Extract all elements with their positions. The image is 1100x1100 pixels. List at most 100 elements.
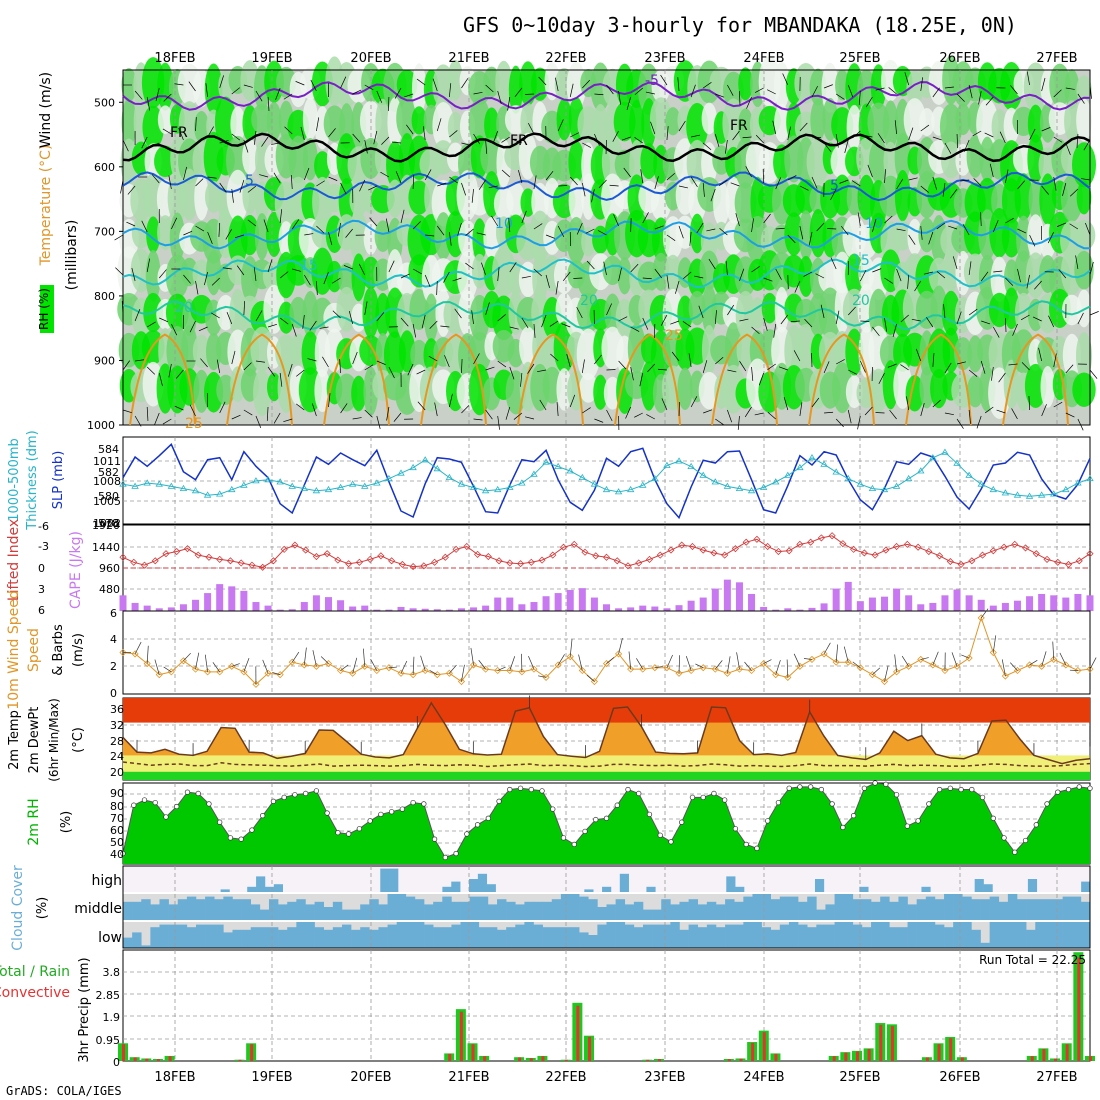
- wind-barb: [135, 359, 145, 362]
- thickness-marker: [772, 478, 780, 485]
- wind-barb: [436, 280, 438, 295]
- wind-barb: [727, 304, 735, 316]
- wind-barb: [1021, 362, 1030, 371]
- wind-barb: [412, 323, 417, 338]
- isotherm-25-contour: [808, 333, 875, 426]
- wind-barb: [473, 353, 480, 365]
- wind-barb: [376, 312, 385, 322]
- wind-barb: [943, 304, 946, 319]
- wind-barb: [715, 418, 724, 425]
- lifted-index-marker: [914, 543, 922, 551]
- wind-barb: [168, 175, 172, 190]
- wind-barb: [316, 117, 320, 132]
- cloud-cover-bar: [205, 896, 215, 920]
- surface-wind-barb: [618, 638, 623, 654]
- rh-contour-patch: [773, 61, 790, 110]
- wind-speed-marker: [312, 662, 320, 670]
- thickness-marker: [687, 462, 695, 469]
- wind-speed-marker: [155, 671, 163, 679]
- wind-barb: [302, 314, 305, 329]
- cape-bar: [542, 596, 550, 611]
- wind-barb: [310, 79, 317, 92]
- rh2m-marker: [217, 819, 223, 825]
- wind-barb: [428, 355, 438, 362]
- wind-barb: [824, 411, 834, 414]
- thickness-marker: [953, 459, 961, 466]
- rh-contour-patch: [966, 134, 984, 178]
- rh-contour-patch: [1024, 363, 1047, 409]
- rh-contour-patch: [519, 326, 537, 367]
- rh-contour-patch: [1060, 174, 1083, 222]
- cloud-cover-bar: [314, 927, 324, 948]
- wind-barb: [204, 271, 208, 286]
- rh-contour-patch: [698, 371, 720, 410]
- precip-tick-label: 1.9: [103, 1011, 121, 1024]
- thickness-marker: [542, 458, 550, 465]
- wind-barb: [989, 163, 994, 178]
- cape-bar: [748, 593, 756, 611]
- cloud-cover-bar: [779, 924, 790, 948]
- lifted-index-marker: [946, 557, 954, 566]
- precip-conv-bar: [960, 1057, 964, 1061]
- cloud-cover-bar: [314, 901, 324, 920]
- cloud-cover-bar: [974, 879, 984, 892]
- precip-conv-bar: [483, 1056, 487, 1061]
- lifted-index-marker: [527, 558, 535, 566]
- cloud-cover-bar: [584, 889, 594, 892]
- surface-wind-barb: [1001, 659, 1006, 677]
- rh2m-marker: [442, 854, 448, 861]
- rh-contour-patch: [178, 101, 201, 148]
- precip-tick-label: 0.95: [96, 1034, 121, 1047]
- cape-bar: [361, 605, 369, 611]
- wind-speed-marker: [119, 648, 127, 657]
- wind-barb: [794, 280, 801, 293]
- rh-contour-patch: [266, 372, 282, 402]
- cloud-cover-bar: [852, 899, 863, 920]
- isotherm-label: 15: [300, 258, 318, 274]
- rh2m-marker: [872, 780, 878, 786]
- wind-barb: [847, 409, 852, 424]
- cloud-cover-bar: [396, 894, 407, 920]
- wind-barb: [273, 412, 281, 424]
- wind-barb: [956, 133, 959, 148]
- wind-barb: [400, 273, 410, 279]
- precip-conv-bar: [448, 1053, 452, 1061]
- wind-barb: [1089, 261, 1094, 276]
- wind-barb: [682, 321, 692, 328]
- thickness-marker: [832, 468, 840, 475]
- wind-barb: [594, 354, 602, 365]
- precip-conv-bar: [250, 1044, 254, 1061]
- wind-barb: [364, 139, 368, 154]
- cape-bar: [905, 595, 913, 611]
- cloud-cover-bar: [442, 927, 452, 948]
- cloud-cover-bar: [378, 927, 388, 948]
- wind-barb: [465, 262, 474, 270]
- lifted-index-marker: [216, 555, 224, 563]
- wind-barb: [1026, 71, 1030, 86]
- cloud-cover-bar: [1026, 929, 1036, 948]
- wind-barb: [763, 213, 771, 224]
- cloud-cover-bar: [619, 873, 629, 892]
- lifted-index-marker: [140, 561, 149, 569]
- wind-barb: [141, 220, 148, 233]
- wind-barb: [388, 260, 395, 273]
- wind-barb: [639, 372, 644, 387]
- thickness-marker: [675, 457, 683, 464]
- wind-barb: [509, 262, 517, 273]
- wind-barb: [894, 120, 897, 135]
- rh-contour-patch: [508, 65, 523, 114]
- surface-wind-barb: [980, 608, 989, 619]
- wind-barb: [642, 212, 649, 224]
- wind-barb: [267, 366, 276, 377]
- surface-wind-barb: [951, 652, 958, 667]
- precip-conv-bar: [751, 1042, 755, 1061]
- rh2m-marker: [174, 803, 180, 810]
- wind-barb: [518, 170, 523, 184]
- surface-wind-barb: [303, 647, 307, 665]
- cloud-cover-bar: [268, 899, 279, 920]
- wind-barb: [545, 170, 554, 181]
- wind-barb: [1058, 269, 1067, 279]
- wind-barb: [316, 180, 325, 187]
- wind-speed-marker: [1086, 665, 1094, 673]
- wind-barb: [920, 403, 925, 417]
